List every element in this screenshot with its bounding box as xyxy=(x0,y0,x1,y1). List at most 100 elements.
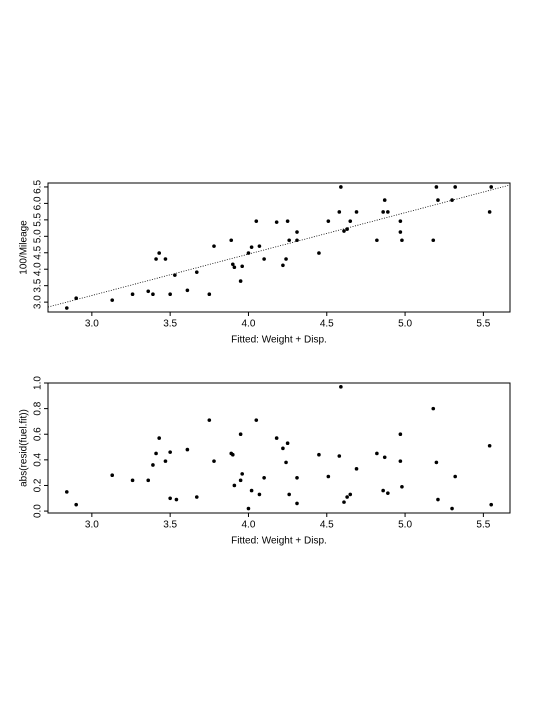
point xyxy=(434,460,439,465)
y-tick-label: 0.0 xyxy=(33,504,44,518)
x-tick-label: 4.5 xyxy=(320,319,334,330)
point xyxy=(375,451,379,456)
point xyxy=(274,220,279,224)
y-tick-label: 1.0 xyxy=(33,376,44,390)
point xyxy=(246,251,251,255)
point xyxy=(398,230,403,234)
point xyxy=(431,238,436,243)
point xyxy=(345,495,349,499)
point xyxy=(130,292,135,297)
point xyxy=(212,459,216,463)
y-tick-label: 0.8 xyxy=(33,401,44,415)
x-tick-label: 4.0 xyxy=(242,520,256,531)
y-axis-title: abs(resid(fuel.fit)) xyxy=(19,409,30,487)
point xyxy=(168,292,172,297)
point xyxy=(146,478,151,483)
point xyxy=(231,262,235,267)
point xyxy=(295,475,299,480)
y-tick-label: 3.5 xyxy=(33,278,44,292)
point xyxy=(295,230,299,234)
point xyxy=(348,219,353,223)
point xyxy=(249,488,254,493)
x-tick-label: 3.5 xyxy=(163,520,177,531)
point xyxy=(453,185,457,189)
point xyxy=(284,460,288,465)
y-tick-label: 0.4 xyxy=(33,452,44,466)
point xyxy=(168,450,172,454)
point xyxy=(382,455,387,460)
point xyxy=(151,292,155,297)
point xyxy=(354,210,359,214)
fit-line xyxy=(47,184,511,308)
y-tick-label: 4.5 xyxy=(33,245,44,259)
plot-frame xyxy=(47,382,511,514)
point xyxy=(381,488,385,493)
point xyxy=(254,219,259,223)
point xyxy=(240,264,244,269)
x-tick-label: 5.0 xyxy=(398,520,412,531)
point xyxy=(487,443,492,448)
point xyxy=(246,506,251,511)
point xyxy=(185,288,190,293)
point xyxy=(285,441,290,445)
point xyxy=(163,459,168,463)
point xyxy=(240,472,244,476)
y-tick-label: 6.5 xyxy=(33,180,44,194)
point xyxy=(238,279,243,283)
point xyxy=(254,418,259,422)
point xyxy=(207,292,212,297)
point xyxy=(168,496,172,501)
point xyxy=(287,492,291,497)
point xyxy=(398,432,403,437)
point xyxy=(163,257,168,261)
point xyxy=(281,263,285,268)
point xyxy=(337,210,342,214)
point xyxy=(450,506,454,511)
point xyxy=(173,273,177,277)
y-axis-title: 100/Mileage xyxy=(19,220,30,275)
point xyxy=(110,298,115,302)
point xyxy=(295,238,299,243)
point xyxy=(489,502,494,507)
point xyxy=(151,463,155,467)
point xyxy=(185,447,190,452)
point xyxy=(274,436,279,440)
point xyxy=(450,198,454,202)
point xyxy=(398,459,403,463)
point xyxy=(154,257,158,261)
point xyxy=(130,478,135,483)
point xyxy=(232,265,237,270)
y-tick-label: 6.0 xyxy=(33,196,44,210)
x-axis-title: Fitted: Weight + Disp. xyxy=(231,335,327,346)
point xyxy=(326,474,331,479)
point xyxy=(287,238,291,243)
point xyxy=(207,418,212,422)
point xyxy=(381,210,385,214)
point xyxy=(229,238,234,243)
point xyxy=(284,257,288,261)
y-tick-label: 0.6 xyxy=(33,427,44,441)
point xyxy=(382,198,387,202)
point xyxy=(257,492,262,497)
y-tick-label: 3.0 xyxy=(33,295,44,309)
point xyxy=(436,198,440,202)
point xyxy=(339,385,343,389)
point xyxy=(317,452,321,457)
point xyxy=(453,474,457,479)
point xyxy=(354,467,359,471)
x-tick-label: 4.5 xyxy=(320,520,334,531)
point xyxy=(489,185,494,189)
y-tick-label: 4.0 xyxy=(33,262,44,276)
point xyxy=(436,497,440,502)
point xyxy=(386,210,390,214)
x-tick-label: 3.0 xyxy=(85,319,99,330)
point xyxy=(249,245,254,249)
point xyxy=(345,227,349,231)
y-tick-label: 5.5 xyxy=(33,212,44,226)
point xyxy=(398,219,403,223)
x-tick-label: 5.5 xyxy=(476,520,490,531)
x-tick-label: 5.5 xyxy=(476,319,490,330)
point xyxy=(262,475,266,480)
x-tick-label: 3.0 xyxy=(85,520,99,531)
